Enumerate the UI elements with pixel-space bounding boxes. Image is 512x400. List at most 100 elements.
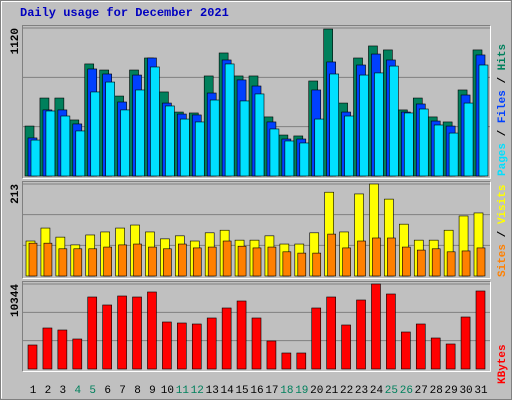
legend-entry: Hits (497, 44, 509, 70)
bar (102, 304, 112, 370)
legend-separator: / (497, 224, 509, 244)
bar (236, 300, 247, 370)
x-tick-label: 30 (459, 385, 472, 397)
x-tick-label: 13 (206, 385, 219, 397)
bar (431, 248, 441, 277)
bar (402, 246, 411, 277)
bar (178, 243, 187, 277)
bar (60, 115, 71, 177)
x-tick-label: 25 (385, 385, 398, 397)
bar (224, 63, 235, 177)
x-tick-label: 7 (119, 385, 126, 397)
bar (105, 81, 115, 177)
x-tick-label: 21 (325, 385, 339, 397)
bar (344, 115, 354, 177)
bar (132, 296, 142, 370)
bar (42, 327, 53, 370)
bar (221, 307, 232, 370)
bar (75, 130, 86, 177)
x-tick-label: 31 (474, 385, 488, 397)
legend-entry: Visits (497, 185, 509, 225)
x-tick-label: 17 (265, 385, 278, 397)
x-tick-label: 14 (221, 385, 235, 397)
y-tick-label: 10344 (10, 284, 22, 317)
x-tick-label: 29 (445, 385, 458, 397)
bar (147, 291, 157, 370)
plot-shadow (22, 281, 491, 372)
bar (148, 246, 157, 277)
bar (418, 108, 429, 177)
bar (254, 93, 265, 177)
plot-shadow (22, 25, 491, 179)
bar (329, 73, 339, 177)
bar (57, 329, 68, 370)
bar (327, 233, 336, 277)
x-tick-label: 12 (191, 385, 204, 397)
x-tick-label: 6 (104, 385, 111, 397)
bar (297, 252, 307, 277)
bar (475, 290, 486, 370)
bar (476, 247, 486, 277)
bar (90, 91, 101, 177)
bar (27, 344, 38, 370)
x-tick-label: 16 (250, 385, 263, 397)
legend: KBytes (497, 344, 509, 384)
bar (374, 72, 384, 177)
bar (269, 128, 280, 177)
bar (239, 100, 250, 177)
x-tick-label: 5 (89, 385, 96, 397)
bar (282, 251, 292, 277)
bar (342, 247, 351, 277)
x-tick-label: 27 (415, 385, 428, 397)
bar (326, 296, 336, 370)
legend-entry: Files (497, 90, 509, 123)
bar (372, 237, 381, 277)
legend-entry: Sites (497, 244, 509, 277)
bar (446, 251, 456, 277)
bar (135, 89, 145, 177)
bar (415, 323, 426, 370)
y-tick-label: 1120 (10, 28, 22, 54)
legend-entry: Pages (497, 143, 509, 176)
x-tick-label: 28 (430, 385, 443, 397)
x-tick-label: 8 (134, 385, 141, 397)
x-tick-label: 24 (370, 385, 384, 397)
bar (448, 132, 459, 177)
x-tick-label: 15 (235, 385, 248, 397)
bar (252, 247, 262, 277)
x-tick-label: 9 (149, 385, 156, 397)
legend: Pages / Files / Hits (497, 44, 509, 176)
bar (103, 246, 112, 277)
bar (165, 105, 175, 177)
bar (371, 283, 381, 370)
bar (299, 142, 310, 177)
bar (356, 299, 366, 370)
bar (28, 242, 38, 277)
bar (73, 248, 83, 277)
bar (209, 99, 220, 177)
bar (133, 243, 142, 277)
bar (445, 343, 456, 370)
chart-title: Daily usage for December 2021 (20, 6, 229, 20)
bar (284, 140, 295, 177)
bar (341, 324, 351, 370)
bar (267, 246, 277, 277)
bar (461, 250, 471, 277)
x-tick-label: 23 (355, 385, 368, 397)
bar (478, 64, 489, 177)
legend: Sites / Visits (497, 185, 509, 277)
bar (88, 248, 98, 277)
bar (72, 338, 83, 370)
plot-shadow (22, 181, 491, 279)
bar (386, 293, 396, 370)
bar (180, 118, 190, 177)
bar (312, 252, 322, 277)
x-tick-label: 19 (295, 385, 308, 397)
bar (207, 246, 217, 277)
bar (192, 247, 202, 277)
legend-separator: / (497, 123, 509, 143)
bar (162, 321, 172, 370)
legend-separator: / (497, 70, 509, 90)
bar (357, 240, 366, 277)
